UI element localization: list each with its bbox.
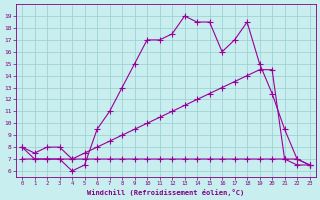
X-axis label: Windchill (Refroidissement éolien,°C): Windchill (Refroidissement éolien,°C) — [87, 189, 244, 196]
